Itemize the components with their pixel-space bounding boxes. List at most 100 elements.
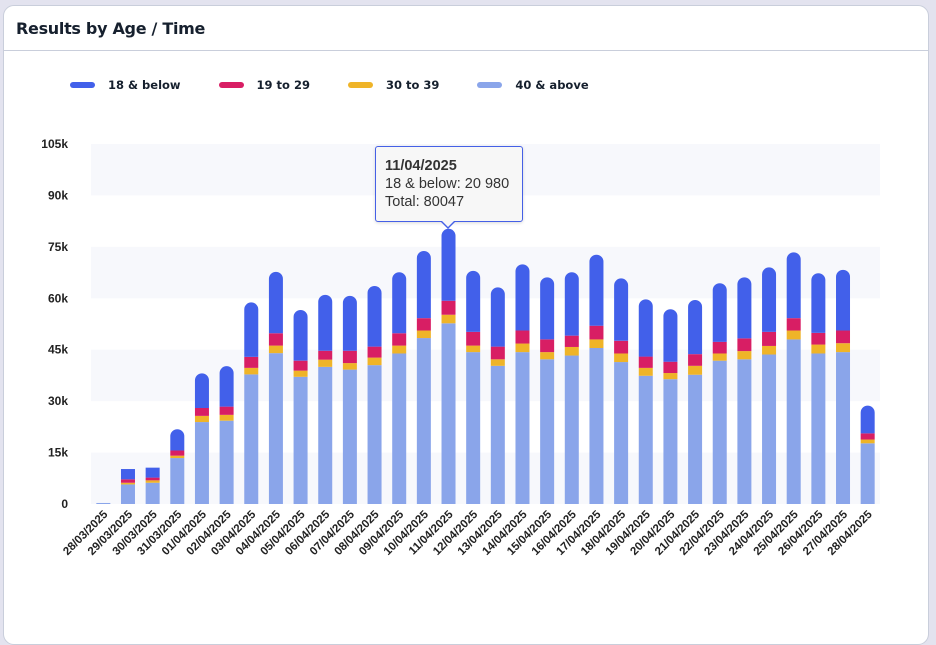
bar-segment — [441, 323, 456, 504]
bar-segment — [737, 277, 752, 339]
grid-band — [91, 349, 880, 402]
bar-segment — [392, 333, 407, 346]
bar-segment — [614, 353, 629, 363]
bar-segment — [170, 458, 185, 504]
chart-tooltip: 11/04/2025 18 & below: 20 980 Total: 800… — [375, 146, 523, 222]
y-tick-label: 90k — [48, 188, 68, 202]
bar-segment — [712, 353, 727, 361]
bar-segment — [342, 350, 357, 364]
bar-segment — [293, 360, 308, 371]
bar-segment — [145, 467, 160, 478]
bar-segment — [762, 345, 777, 355]
bar-segment — [762, 267, 777, 332]
bar-segment — [860, 443, 875, 504]
bar-segment — [490, 365, 505, 504]
bar-segment — [490, 346, 505, 360]
legend-item-40-above[interactable]: 40 & above — [477, 78, 589, 92]
bar-segment — [170, 429, 185, 451]
bar-segment — [244, 367, 259, 375]
bar-segment — [145, 480, 160, 483]
legend-item-18-below[interactable]: 18 & below — [70, 78, 181, 92]
bar-segment — [564, 335, 579, 347]
bar-segment — [268, 333, 283, 346]
bar-segment — [219, 366, 234, 407]
bar-segment — [466, 345, 481, 353]
bar-segment — [737, 351, 752, 360]
bar-segment — [540, 277, 555, 340]
bar-segment — [466, 270, 481, 332]
bar-segment — [244, 302, 259, 357]
bar-segment — [367, 365, 382, 504]
y-tick-label: 60k — [48, 291, 68, 305]
bar-segment — [540, 339, 555, 353]
bar-segment — [663, 361, 678, 374]
bar-segment — [663, 379, 678, 504]
bar-segment — [96, 502, 111, 504]
legend-label: 30 to 39 — [385, 78, 440, 92]
bar-segment — [762, 331, 777, 346]
legend-swatch-40-above — [477, 82, 503, 88]
bar-segment — [737, 359, 752, 504]
legend-label: 19 to 29 — [256, 78, 310, 92]
bar-segment — [712, 341, 727, 354]
card-header: Results by Age / Time — [4, 6, 928, 51]
bar-segment — [441, 228, 456, 301]
legend-label: 40 & above — [515, 78, 589, 92]
bar-segment — [441, 300, 456, 315]
bar-segment — [589, 254, 604, 326]
y-tick-label: 105k — [41, 137, 68, 151]
bar-segment — [490, 287, 505, 347]
bar-segment — [688, 300, 703, 355]
bar-segment — [416, 338, 431, 504]
bar-segment — [120, 469, 135, 480]
bar-segment — [860, 405, 875, 434]
bar-segment — [318, 350, 333, 360]
y-tick-label: 45k — [48, 343, 68, 357]
bar-segment — [219, 414, 234, 421]
bar-segment — [811, 353, 826, 504]
bar-segment — [194, 373, 209, 408]
y-tick-label: 15k — [48, 446, 68, 460]
bar-segment — [293, 376, 308, 504]
legend-swatch-30-39 — [347, 82, 373, 88]
bar-segment — [120, 482, 135, 485]
bar-segment — [416, 330, 431, 339]
bar-segment — [367, 285, 382, 347]
bar-segment — [268, 271, 283, 334]
bar-segment — [786, 339, 801, 504]
bar-segment — [540, 359, 555, 504]
bar-segment — [811, 344, 826, 354]
bar-segment — [811, 332, 826, 345]
bar-segment — [219, 406, 234, 415]
bar-segment — [194, 422, 209, 504]
chart-legend: 18 & below 19 to 29 30 to 39 40 & above — [70, 78, 627, 92]
legend-item-30-39[interactable]: 30 to 39 — [347, 78, 440, 92]
bar-segment — [811, 273, 826, 333]
legend-swatch-18-below — [70, 82, 95, 88]
bar-segment — [392, 345, 407, 354]
bar-segment — [614, 340, 629, 354]
bar-segment — [786, 330, 801, 340]
bar-segment — [564, 346, 579, 356]
bar-segment — [466, 352, 481, 504]
bar-segment — [638, 367, 653, 376]
bar-segment — [416, 318, 431, 331]
bar-segment — [688, 374, 703, 504]
bar-segment — [293, 370, 308, 377]
bar-segment — [318, 294, 333, 351]
bar-segment — [194, 408, 209, 416]
y-tick-label: 0 — [61, 497, 68, 511]
bar-segment — [589, 325, 604, 340]
bar-segment — [638, 375, 653, 504]
legend-item-19-29[interactable]: 19 to 29 — [218, 78, 310, 92]
bar-segment — [244, 374, 259, 504]
bar-segment — [786, 318, 801, 331]
grid-band — [91, 452, 880, 504]
legend-swatch-19-29 — [218, 82, 244, 88]
bar-segment — [663, 309, 678, 362]
bar-segment — [614, 362, 629, 504]
bar-segment — [836, 352, 851, 504]
tooltip-arrow-inner — [441, 220, 455, 227]
y-tick-label: 30k — [48, 394, 68, 408]
bar-segment — [688, 354, 703, 366]
